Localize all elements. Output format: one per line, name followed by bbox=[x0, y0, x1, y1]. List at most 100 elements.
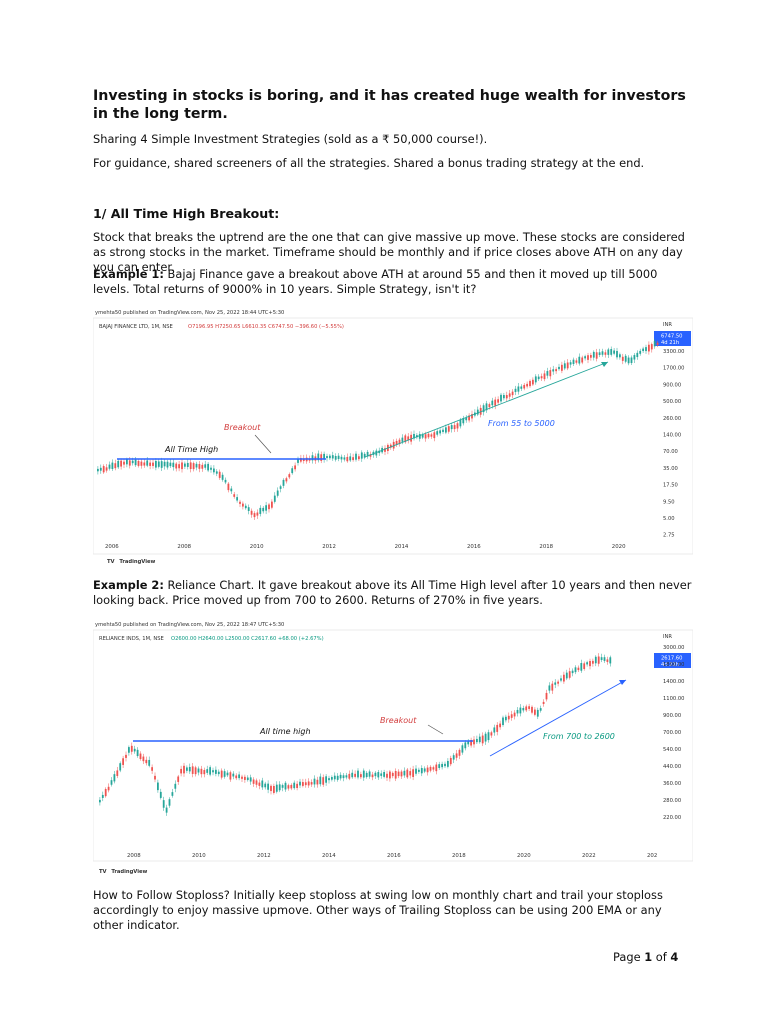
chart2-candle bbox=[464, 742, 467, 749]
chart2-candle bbox=[232, 773, 235, 777]
chart2-candle bbox=[284, 782, 287, 790]
chart1-y-tick: 35.00 bbox=[663, 466, 678, 472]
chart-2-price-tag bbox=[654, 653, 691, 668]
chart1-candle bbox=[442, 429, 444, 432]
example-1-text: Bajaj Finance gave a breakout above ATH … bbox=[93, 267, 658, 296]
chart1-candle bbox=[532, 379, 534, 385]
chart1-candle bbox=[627, 357, 630, 364]
chart1-candle bbox=[140, 461, 143, 466]
chart1-candle bbox=[485, 403, 488, 411]
chart2-candle bbox=[293, 782, 296, 789]
chart2-candle bbox=[557, 681, 559, 684]
chart1-y-tick: 900.00 bbox=[663, 382, 681, 388]
chart2-candle bbox=[400, 771, 403, 777]
chart1-candle bbox=[578, 356, 581, 364]
chart1-candle bbox=[395, 440, 398, 446]
chart1-candle bbox=[102, 466, 105, 473]
chart-1-ohlc: O7196.95 H7250.65 L6610.35 C6747.50 −396… bbox=[188, 324, 344, 330]
chart2-candle bbox=[136, 749, 139, 757]
chart2-candle bbox=[481, 735, 484, 744]
chart2-candle bbox=[104, 789, 107, 797]
chart2-y-tick: 1100.00 bbox=[663, 696, 684, 702]
chart2-candle bbox=[534, 709, 536, 715]
chart1-candle bbox=[445, 427, 447, 433]
chart1-candle bbox=[598, 352, 601, 355]
chart2-candle bbox=[418, 769, 420, 772]
chart2-candle bbox=[519, 707, 522, 714]
chart-1-trend-arrow bbox=[364, 361, 609, 458]
chart1-candle bbox=[514, 388, 517, 393]
chart1-candle bbox=[178, 464, 180, 469]
chart1-x-tick: 2006 bbox=[105, 544, 119, 550]
example-2-text: Reliance Chart. It gave breakout above i… bbox=[93, 578, 692, 607]
chart1-candle bbox=[529, 380, 531, 387]
chart2-candle bbox=[325, 776, 327, 783]
chart-2-brand: TV TradingView bbox=[99, 869, 148, 875]
chart-2-brand-label: TradingView bbox=[111, 869, 147, 875]
chart-2-annotation-breakout: Breakout bbox=[380, 716, 417, 725]
chart2-candle bbox=[496, 724, 499, 732]
chart2-candle bbox=[275, 784, 278, 792]
chart2-candle bbox=[545, 692, 548, 700]
chart1-candle bbox=[126, 459, 128, 465]
chart2-candle bbox=[186, 767, 188, 771]
chart1-candle bbox=[358, 456, 360, 460]
chart2-candle bbox=[467, 741, 470, 745]
chart2-candle bbox=[339, 774, 342, 779]
chart2-candle bbox=[354, 773, 356, 777]
chart2-candle bbox=[215, 769, 217, 774]
chart2-candle bbox=[252, 779, 255, 784]
chart2-candle bbox=[522, 708, 525, 711]
chart2-candle bbox=[133, 748, 136, 752]
chart2-candle bbox=[287, 785, 290, 789]
chart2-candle bbox=[217, 771, 220, 775]
chart1-candle bbox=[656, 342, 659, 345]
chart2-candle bbox=[197, 768, 200, 773]
chart2-candle bbox=[455, 753, 458, 758]
intro-paragraph-2: For guidance, shared screeners of all th… bbox=[93, 156, 645, 170]
chart1-candle bbox=[227, 483, 230, 491]
chart2-candle bbox=[328, 778, 330, 781]
chart1-candle bbox=[613, 350, 615, 354]
chart1-candle bbox=[117, 460, 120, 468]
chart1-candle bbox=[259, 507, 262, 514]
chart1-candle bbox=[653, 341, 656, 347]
chart2-candle bbox=[377, 772, 380, 778]
chart-1-annotation-breakout: Breakout bbox=[224, 423, 261, 432]
chart-2-currency: INR bbox=[663, 634, 672, 640]
chart1-candle bbox=[505, 395, 508, 399]
chart2-x-tick: 2012 bbox=[257, 853, 271, 859]
chart1-candle bbox=[105, 467, 108, 471]
chart1-candle bbox=[271, 501, 273, 508]
chart2-candle bbox=[458, 749, 461, 756]
chart2-candle bbox=[267, 783, 269, 790]
chart2-candle bbox=[478, 736, 481, 743]
chart1-candle bbox=[175, 463, 178, 469]
chart1-candle bbox=[619, 354, 621, 358]
chart1-candle bbox=[186, 462, 189, 467]
chart-2-published-line: ymehta50 published on TradingView.com, N… bbox=[95, 622, 284, 628]
chart1-candle bbox=[360, 452, 363, 459]
chart2-candle bbox=[499, 723, 501, 728]
chart2-candle bbox=[130, 745, 133, 752]
chart1-candle bbox=[131, 460, 134, 464]
chart1-candle bbox=[285, 478, 288, 482]
chart2-candle bbox=[528, 706, 530, 709]
chart2-candle bbox=[142, 756, 145, 762]
chart2-candle bbox=[220, 770, 223, 778]
chart2-candle bbox=[255, 780, 258, 785]
chart2-candle bbox=[235, 775, 238, 779]
chart1-candle bbox=[181, 462, 183, 470]
chart2-candle bbox=[493, 727, 496, 733]
chart1-candle bbox=[128, 460, 131, 466]
chart2-candle bbox=[368, 771, 371, 777]
chart2-y-tick: 700.00 bbox=[663, 730, 681, 736]
chart1-candle bbox=[349, 456, 352, 461]
chart1-y-tick: 70.00 bbox=[663, 449, 678, 455]
chart2-candle bbox=[551, 683, 554, 691]
chart2-candle bbox=[516, 709, 519, 714]
chart1-candle bbox=[244, 505, 247, 509]
chart1-candle bbox=[427, 433, 430, 438]
chart1-candle bbox=[616, 350, 618, 358]
chart2-candle bbox=[168, 799, 171, 806]
